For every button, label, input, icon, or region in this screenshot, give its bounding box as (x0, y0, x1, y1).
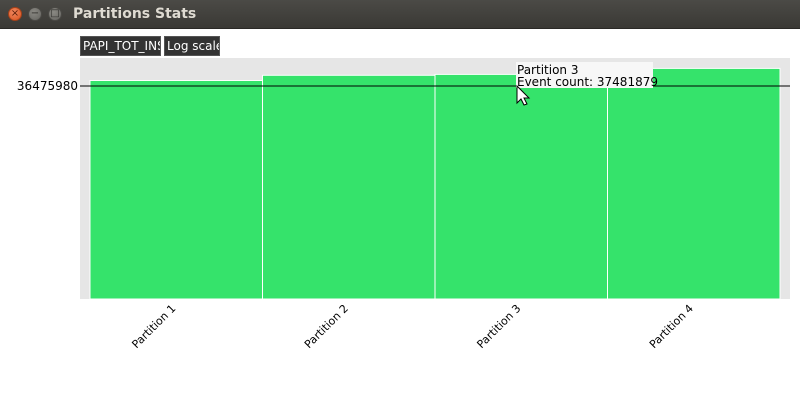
x-tick-label-partition-2: Partition 2 (302, 302, 351, 351)
close-icon[interactable]: × (8, 7, 22, 21)
bar-partition-3[interactable] (434, 73, 608, 300)
bar-partition-1[interactable] (89, 80, 263, 300)
window-titlebar: × − □ Partitions Stats (0, 0, 800, 29)
window-title: Partitions Stats (73, 6, 197, 22)
bar-partition-4[interactable] (607, 67, 781, 300)
maximize-icon[interactable]: □ (48, 7, 62, 21)
tooltip-background (516, 62, 653, 88)
x-tick-label-partition-1: Partition 1 (129, 302, 178, 351)
minimize-icon[interactable]: − (28, 7, 42, 21)
bar-partition-2[interactable] (262, 74, 436, 300)
mouse-cursor-icon (516, 84, 531, 106)
counter-select-button[interactable]: PAPI_TOT_INS (80, 36, 161, 56)
log-scale-toggle[interactable]: Log scale (164, 36, 220, 56)
x-tick-label-partition-4: Partition 4 (647, 302, 696, 351)
x-tick-label-partition-3: Partition 3 (474, 302, 523, 351)
reference-value-label: 36475980 (17, 79, 78, 93)
tooltip-event-count: Event count: 37481879 (517, 75, 658, 89)
bar-tooltip: Partition 3 Event count: 37481879 (516, 62, 658, 89)
tooltip-partition-name: Partition 3 (517, 63, 578, 77)
